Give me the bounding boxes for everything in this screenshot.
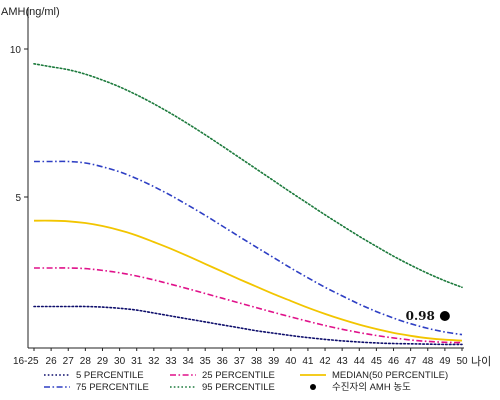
x-tick-label: 29 xyxy=(97,356,109,367)
x-tick-label: 30 xyxy=(114,356,126,367)
x-tick-label: 16-25 xyxy=(13,356,39,367)
series-lines xyxy=(33,63,463,346)
x-tick-label: 31 xyxy=(131,356,143,367)
annotations: 0.98 xyxy=(406,309,450,323)
x-tick-label: 34 xyxy=(183,356,195,367)
x-axis-title: 나이 xyxy=(471,355,491,368)
x-tick-label: 32 xyxy=(148,356,160,367)
series-line-1 xyxy=(33,305,463,346)
y-tick-label: 10 xyxy=(10,45,22,56)
x-tick-label: 33 xyxy=(165,356,177,367)
legend-label-1: 5 PERCENTILE xyxy=(76,370,144,381)
x-axis: 16-25 26 27 28 29 30 31 32 33 34 35 36 37 38 39 40 41 42 4… xyxy=(13,347,468,367)
legend-label-3: MEDIAN(50 PERCENTILE) xyxy=(332,370,448,381)
x-tick-label: 49 xyxy=(439,356,451,367)
series-line-3 xyxy=(33,219,463,342)
series-line-4 xyxy=(34,160,463,336)
x-tick-label: 36 xyxy=(217,356,229,367)
x-tick-label: 43 xyxy=(337,356,349,367)
x-tick-label: 42 xyxy=(319,356,331,367)
x-tick-label: 47 xyxy=(405,356,417,367)
legend-point-swatch xyxy=(310,384,316,390)
x-tick-label: 46 xyxy=(388,356,400,367)
legend-label-4: 75 PERCENTILE xyxy=(76,382,149,393)
x-tick-label: 28 xyxy=(80,356,92,367)
x-tick-label: 45 xyxy=(371,356,383,367)
x-tick-label: 26 xyxy=(46,356,58,367)
x-tick-label: 35 xyxy=(200,356,212,367)
series-line-2 xyxy=(34,267,463,344)
x-tick-label: 48 xyxy=(422,356,434,367)
legend-label-point: 수진자의 AMH 농도 xyxy=(332,382,411,393)
legend-label-5: 95 PERCENTILE xyxy=(202,382,275,393)
amh-point-label: 0.98 xyxy=(406,309,435,323)
y-tick-label: 5 xyxy=(15,193,21,204)
x-tick-label: 39 xyxy=(268,356,280,367)
legend-label-2: 25 PERCENTILE xyxy=(202,370,275,381)
y-axis-title: AMH(ng/ml) xyxy=(1,6,60,18)
x-tick-label: 27 xyxy=(63,356,75,367)
series-line-5 xyxy=(33,63,463,289)
x-tick-label: 41 xyxy=(302,356,314,367)
x-tick-label: 37 xyxy=(234,356,246,367)
x-tick-label: 44 xyxy=(354,356,366,367)
x-tick-label: 40 xyxy=(285,356,297,367)
x-tick-label: 38 xyxy=(251,356,263,367)
x-tick-label: 50 xyxy=(456,356,468,367)
amh-point-marker xyxy=(439,310,450,321)
y-axis: 5 10 xyxy=(10,8,29,348)
